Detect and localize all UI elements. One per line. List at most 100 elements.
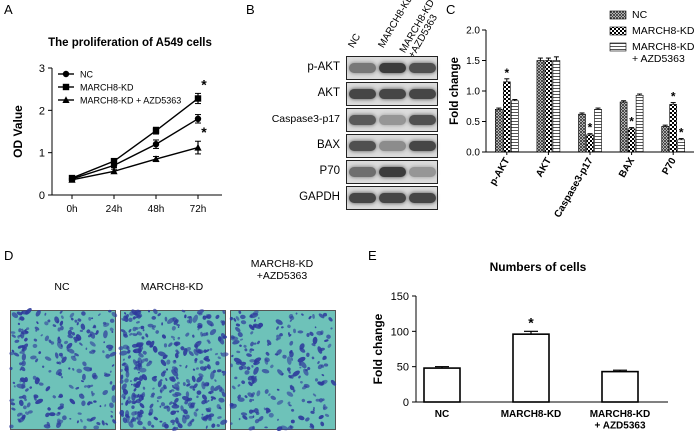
migrated-cell bbox=[328, 317, 333, 322]
migrated-cell bbox=[185, 391, 190, 398]
migrated-cell bbox=[291, 357, 293, 361]
migrated-cell bbox=[91, 317, 94, 320]
chart-a-ylabel: OD Value bbox=[11, 105, 25, 158]
migrated-cell bbox=[152, 387, 155, 390]
migrated-cell bbox=[20, 377, 27, 383]
migrated-cell bbox=[134, 309, 139, 314]
migrated-cell bbox=[72, 367, 75, 371]
chart-c-legend-swatch bbox=[609, 10, 627, 20]
migrated-cell bbox=[106, 344, 114, 350]
chart-a-point bbox=[194, 115, 202, 123]
migrated-cell bbox=[86, 418, 93, 422]
migrated-cell bbox=[159, 420, 163, 423]
migrated-cell bbox=[177, 423, 183, 429]
migrated-cell bbox=[14, 339, 20, 343]
migrated-cell bbox=[162, 354, 168, 360]
migrated-cell bbox=[48, 412, 56, 417]
migrated-cell bbox=[138, 352, 144, 358]
migrated-cell bbox=[123, 333, 128, 338]
migrated-cell bbox=[193, 348, 199, 356]
migrated-cell bbox=[124, 367, 129, 372]
chart-c-bar bbox=[594, 109, 602, 153]
migrated-cell bbox=[10, 402, 16, 406]
migrated-cell bbox=[157, 380, 162, 388]
migrated-cell bbox=[197, 324, 203, 329]
migration-image bbox=[229, 310, 337, 432]
migrated-cell bbox=[321, 398, 325, 402]
migrated-cell bbox=[24, 398, 27, 402]
migrated-cell bbox=[103, 341, 106, 344]
migrated-cell bbox=[287, 401, 291, 405]
migrated-cell bbox=[318, 313, 325, 319]
migrated-cell bbox=[298, 375, 301, 379]
migrated-cell bbox=[170, 389, 175, 392]
migrated-cell bbox=[79, 342, 83, 346]
migration-image bbox=[118, 308, 229, 431]
migrated-cell bbox=[205, 332, 209, 336]
migrated-cell bbox=[68, 348, 75, 354]
migrated-cell bbox=[174, 391, 182, 396]
migrated-cell bbox=[105, 354, 110, 359]
migrated-cell bbox=[48, 339, 52, 344]
migrated-cell bbox=[33, 394, 39, 399]
migrated-cell bbox=[207, 382, 210, 386]
chart-c-bar bbox=[511, 100, 519, 153]
migrated-cell bbox=[162, 370, 167, 374]
migrated-cell bbox=[309, 425, 315, 430]
migrated-cell bbox=[221, 392, 226, 397]
migrated-cell bbox=[254, 357, 262, 363]
migrated-cell bbox=[136, 331, 142, 336]
migrated-cell bbox=[318, 415, 324, 420]
migrated-cell bbox=[277, 369, 284, 376]
migrated-cell bbox=[76, 368, 83, 374]
panel-letter-c: C bbox=[446, 2, 456, 17]
panel-letter-e: E bbox=[368, 248, 377, 263]
migrated-cell bbox=[165, 368, 169, 371]
migrated-cell bbox=[111, 330, 114, 333]
migrated-cell bbox=[77, 412, 82, 415]
migrated-cell bbox=[206, 314, 212, 319]
migrated-cell bbox=[17, 345, 23, 349]
migrated-cell bbox=[142, 350, 147, 355]
chart-c-bar bbox=[502, 81, 511, 153]
migrated-cell bbox=[32, 375, 37, 380]
migrated-cell bbox=[103, 373, 111, 377]
migrated-cell bbox=[289, 385, 295, 391]
migrated-cell bbox=[297, 356, 306, 363]
chart-c-bar bbox=[586, 134, 594, 153]
chart-a-proliferation: The proliferation of A549 cells 0 1 2 3 0h 24h… bbox=[11, 37, 222, 215]
migrated-cell bbox=[218, 397, 225, 403]
migrated-cell bbox=[192, 314, 198, 323]
migrated-cell bbox=[244, 348, 248, 352]
migration-caption: NC bbox=[54, 281, 70, 293]
migrated-cell bbox=[111, 395, 116, 403]
migrated-cell bbox=[252, 415, 255, 419]
migrated-cell bbox=[124, 378, 129, 383]
chart-a-point bbox=[110, 157, 118, 165]
migrated-cell bbox=[130, 380, 132, 382]
migrated-cell bbox=[217, 369, 222, 373]
blot-row-label: AKT bbox=[317, 87, 340, 99]
chart-c-bar bbox=[677, 139, 685, 153]
migrated-cell bbox=[286, 356, 292, 365]
migrated-cell bbox=[312, 314, 315, 319]
migrated-cell bbox=[251, 381, 255, 385]
migrated-cell bbox=[25, 330, 28, 334]
migrated-cell bbox=[59, 403, 65, 407]
migrated-cell bbox=[76, 322, 79, 326]
blot-row-strip bbox=[346, 82, 438, 106]
migrated-cell bbox=[282, 354, 287, 359]
migrated-cell bbox=[120, 374, 124, 380]
migrated-cell bbox=[270, 395, 277, 401]
migrated-cell bbox=[195, 408, 199, 412]
migrated-cell bbox=[206, 407, 212, 413]
chart-c-bar bbox=[536, 60, 545, 153]
migrated-cell bbox=[21, 382, 26, 389]
migrated-cell bbox=[36, 376, 40, 381]
migrated-cell bbox=[44, 321, 49, 326]
migrated-cell bbox=[111, 384, 116, 391]
blot-band bbox=[379, 167, 406, 177]
migrated-cell bbox=[300, 361, 307, 369]
migrated-cell bbox=[81, 400, 86, 407]
migrated-cell bbox=[159, 405, 162, 408]
